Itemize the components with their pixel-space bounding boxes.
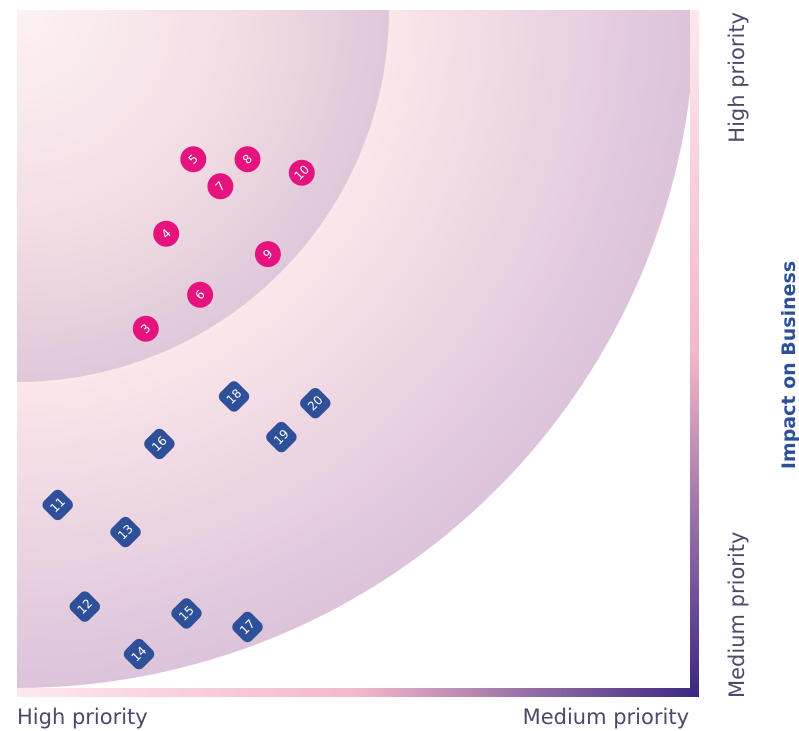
point-marker-16 [144, 428, 175, 460]
point-marker-14 [123, 638, 155, 670]
point-marker-18 [218, 381, 250, 412]
point-marker-5 [180, 146, 207, 173]
x-tick-medium-priority: Medium priority [523, 705, 689, 729]
point-12: 12 [69, 591, 100, 622]
point-17: 17 [232, 611, 263, 643]
y-tick-medium-priority: Medium priority [725, 532, 749, 698]
point-15: 15 [171, 598, 202, 629]
point-4: 4 [153, 220, 180, 247]
point-19: 19 [266, 421, 297, 453]
point-marker-11 [42, 489, 73, 521]
point-marker-9 [254, 241, 281, 268]
point-marker-8 [234, 146, 261, 173]
point-20: 20 [300, 388, 331, 419]
point-marker-6 [187, 281, 214, 308]
point-marker-10 [288, 159, 315, 186]
y-axis-bar [690, 10, 699, 697]
point-9: 9 [254, 241, 281, 268]
point-marker-15 [171, 598, 202, 629]
point-14: 14 [123, 638, 155, 670]
point-10: 10 [288, 159, 315, 186]
point-8: 8 [234, 146, 261, 173]
x-tick-high-priority: High priority [17, 705, 148, 729]
point-marker-4 [153, 220, 180, 247]
point-marker-13 [110, 516, 141, 548]
point-5: 5 [180, 146, 207, 173]
y-tick-high-priority: High priority [725, 12, 749, 143]
point-marker-12 [69, 591, 100, 622]
point-marker-3 [132, 315, 159, 342]
point-marker-20 [300, 388, 331, 419]
point-6: 6 [187, 281, 214, 308]
y-axis-label: Impact on Business [778, 261, 799, 469]
point-marker-19 [266, 421, 297, 453]
point-18: 18 [218, 381, 250, 412]
point-7: 7 [207, 173, 234, 200]
point-16: 16 [144, 428, 175, 460]
point-13: 13 [110, 516, 141, 548]
x-axis-bar [17, 688, 699, 697]
inner-priority-zone [17, 10, 389, 382]
point-marker-7 [207, 173, 234, 200]
point-11: 11 [42, 489, 73, 521]
point-marker-17 [232, 611, 263, 643]
point-3: 3 [132, 315, 159, 342]
